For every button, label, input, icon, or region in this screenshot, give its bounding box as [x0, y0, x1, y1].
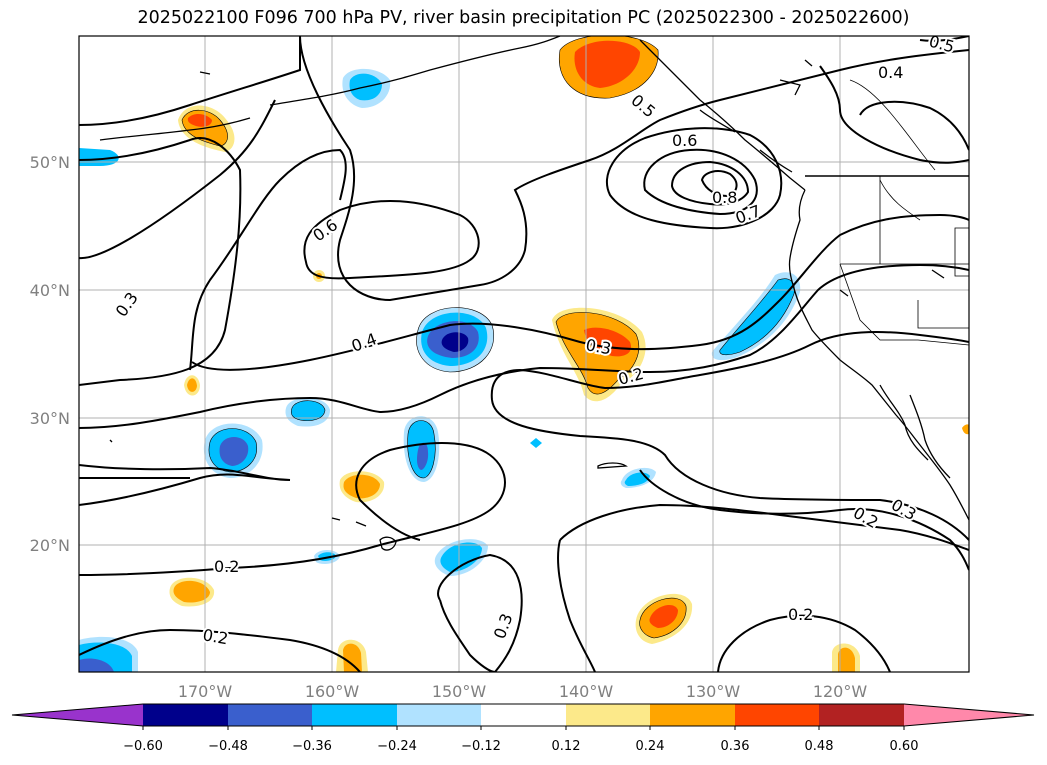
colorbar-segment [819, 704, 904, 726]
colorbar-segment [650, 704, 735, 726]
lon-label: 140°W [559, 682, 614, 701]
shade-negative [530, 438, 542, 448]
colorbar-tick: −0.48 [208, 739, 248, 754]
graticule [79, 36, 969, 672]
coastlines [99, 36, 969, 551]
colorbar-segments [11, 703, 1035, 730]
shade-positive-strong [649, 604, 678, 628]
lon-label: 170°W [178, 682, 233, 701]
shade-negative [417, 442, 429, 470]
shade-negative [440, 542, 482, 572]
lon-label: 130°W [686, 682, 741, 701]
lat-label: 40°N [30, 281, 70, 300]
shade-positive [343, 474, 380, 499]
map-title: 2025022100 F096 700 hPa PV, river basin … [137, 8, 910, 28]
shade-positive-strong [574, 40, 640, 88]
lat-label: 20°N [30, 536, 70, 555]
shade-positive [838, 647, 855, 672]
shade-negative-strong [441, 332, 469, 352]
shade-negative [219, 437, 249, 466]
colorbar-tick: 0.48 [805, 739, 834, 754]
shade-positive [173, 580, 210, 603]
contour-label: 0.6 [672, 131, 697, 150]
shade-positive [962, 424, 969, 435]
contour-label: 0.8 [712, 188, 737, 207]
lat-label: 30°N [30, 409, 70, 428]
colorbar: −0.60 −0.48 −0.36 −0.24 −0.12 0.12 0.24 … [11, 703, 1035, 754]
colorbar-tick: −0.24 [377, 739, 417, 754]
latitude-labels: 50°N 40°N 30°N 20°N [30, 153, 70, 555]
colorbar-tick: −0.36 [292, 739, 332, 754]
colorbar-ticks: −0.60 −0.48 −0.36 −0.24 −0.12 0.12 0.24 … [123, 739, 918, 754]
shade-positive [556, 312, 639, 395]
colorbar-segment [143, 704, 228, 726]
colorbar-segment [228, 704, 312, 726]
colorbar-segment [566, 704, 650, 726]
shade-outlines [181, 36, 795, 639]
lon-label: 150°W [432, 682, 487, 701]
colorbar-tick: 0.60 [890, 739, 919, 754]
contour-label: 0.2 [214, 557, 239, 576]
longitude-labels: 170°W 160°W 150°W 140°W 130°W 120°W [178, 682, 868, 701]
colorbar-segment [397, 704, 481, 726]
colorbar-tick: −0.12 [461, 739, 501, 754]
shade-negative [719, 278, 795, 355]
lon-label: 120°W [813, 682, 868, 701]
lat-label: 50°N [30, 153, 70, 172]
shade-positive [343, 643, 362, 672]
shade-negative [291, 400, 325, 421]
colorbar-tick: 0.12 [552, 739, 581, 754]
colorbar-tick: 0.36 [721, 739, 750, 754]
colorbar-segment [312, 704, 397, 726]
map-frame [78, 35, 970, 673]
colorbar-segment [904, 704, 1034, 726]
lon-label: 160°W [305, 682, 360, 701]
contour-label: 0.4 [878, 63, 903, 82]
contour-label: 0.2 [788, 605, 813, 624]
shade-positive [187, 378, 197, 392]
precipitation-shading [79, 36, 969, 672]
shade-positive-strong [187, 114, 212, 127]
colorbar-tick: −0.60 [123, 739, 163, 754]
colorbar-segment [12, 704, 143, 726]
shade-negative [79, 658, 114, 672]
colorbar-tick: 0.24 [636, 739, 665, 754]
colorbar-segment [735, 704, 819, 726]
colorbar-segment [481, 704, 566, 726]
pv-contours [79, 36, 969, 672]
